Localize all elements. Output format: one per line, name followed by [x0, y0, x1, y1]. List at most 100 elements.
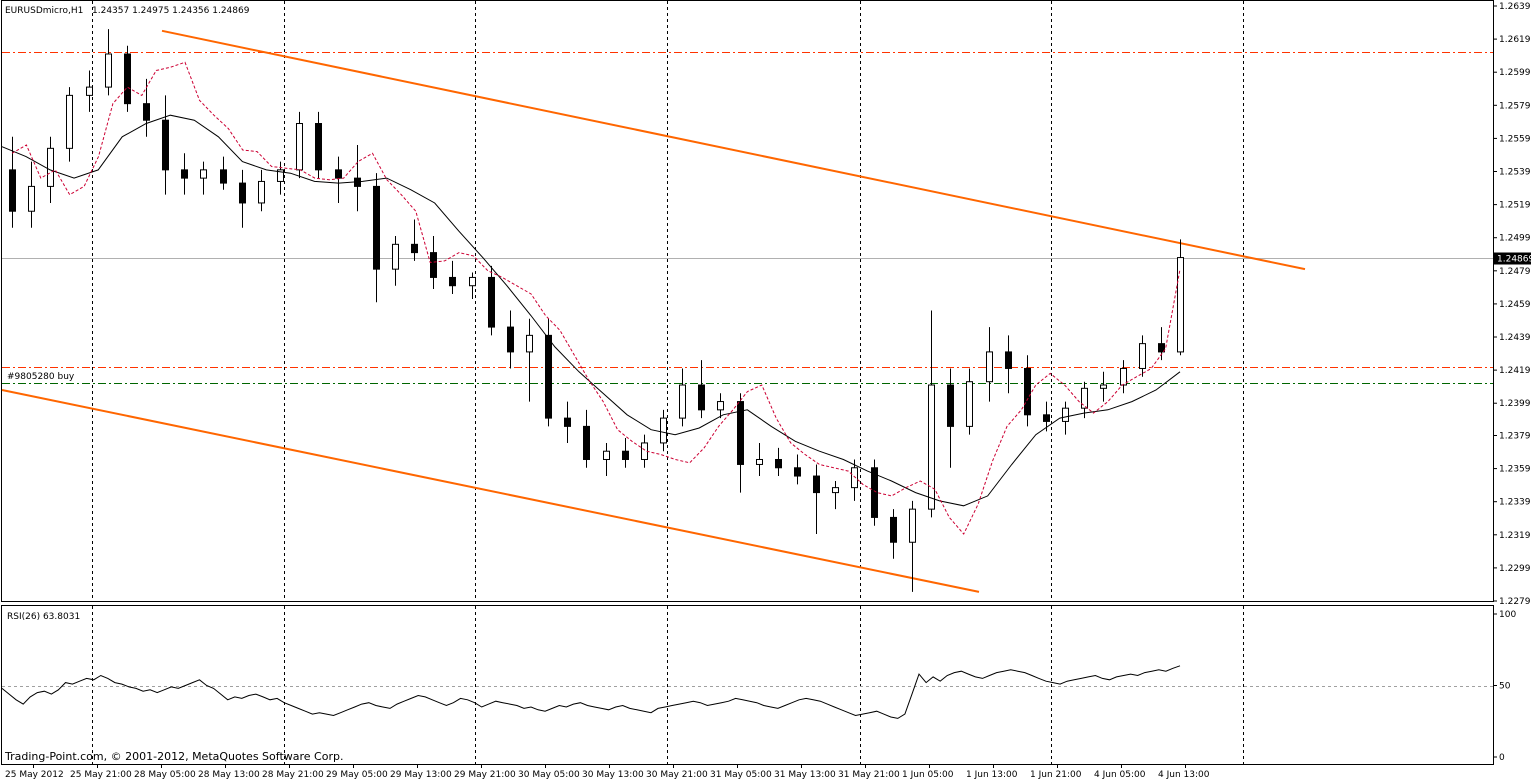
candle-body-bear [373, 185, 380, 270]
candle [488, 265, 495, 336]
candle [775, 447, 782, 477]
price-tick-label: 1.23195 [1499, 531, 1531, 541]
candle-body-bull [679, 384, 686, 419]
candle-body-bear [220, 169, 227, 184]
order-line-label: #9805280 buy [7, 372, 75, 382]
candle [1081, 381, 1088, 419]
candle [583, 409, 590, 468]
candle [909, 500, 916, 592]
horizontal-levels: 1.24869 [2, 52, 1531, 384]
candle-body-bear [947, 384, 954, 427]
candle-body-bull [1081, 387, 1088, 409]
candle-body-bear [1024, 367, 1031, 416]
candle-body-bull [1139, 343, 1146, 369]
candlesticks [9, 29, 1184, 592]
candle [966, 368, 973, 435]
candle-body-bear [430, 252, 437, 278]
candle-body-bear [622, 450, 629, 460]
candle [698, 360, 705, 419]
candle [526, 318, 533, 402]
candle-body-bull [105, 53, 112, 88]
time-tick-label: 28 May 21:00 [262, 770, 324, 780]
candle [1158, 327, 1165, 361]
candle-body-bear [488, 276, 495, 328]
candle [564, 401, 571, 443]
candle [105, 29, 112, 96]
candle [947, 368, 954, 468]
candle [1024, 355, 1031, 427]
price-tick-label: 1.22995 [1499, 564, 1531, 574]
candle-body-bear [1158, 343, 1165, 353]
channel-lower-line [1, 388, 980, 593]
rsi-panel-frame [1, 605, 1494, 765]
moving-averages [1, 61, 1181, 535]
candle-body-bull [28, 185, 35, 212]
time-tick-label: 28 May 13:00 [198, 770, 260, 780]
candle [124, 45, 131, 112]
candle [162, 95, 169, 195]
candle [679, 368, 686, 427]
candle-body-bear [871, 467, 878, 518]
time-tick-label: 1 Jun 05:00 [902, 770, 954, 780]
candle [756, 442, 763, 477]
candle [1177, 239, 1184, 356]
candle-body-bull [469, 276, 476, 287]
candle [449, 260, 456, 294]
candle-body-bull [641, 442, 648, 460]
candle [1120, 360, 1127, 394]
time-tick-label: 29 May 21:00 [454, 770, 516, 780]
candle-body-bear [564, 417, 571, 427]
candle [832, 481, 839, 510]
time-axis: 25 May 2012 25 May 21:00 28 May 05:00 28 Ma… [5, 765, 1210, 780]
candle [200, 161, 207, 195]
candle-body-bull [1062, 407, 1069, 422]
time-tick-label: 25 May 2012 [5, 770, 64, 780]
time-tick-label: 29 May 13:00 [390, 770, 452, 780]
candle [813, 464, 820, 534]
candle [660, 409, 667, 452]
candle [430, 236, 437, 290]
candle [986, 327, 993, 402]
rsi-title: RSI(26) 63.8031 [7, 612, 80, 622]
time-tick-label: 4 Jun 05:00 [1094, 770, 1146, 780]
price-tick-label: 1.25790 [1499, 101, 1531, 111]
candle-body-bear [1005, 351, 1012, 369]
time-tick-label: 4 Jun 13:00 [1158, 770, 1210, 780]
price-tick-label: 1.25590 [1499, 134, 1531, 144]
ohlc-label: 1.24357 1.24975 1.24356 1.24869 [92, 6, 250, 16]
price-tick-label: 1.24590 [1499, 300, 1531, 310]
candle-body-bull [909, 508, 916, 543]
candle [507, 310, 514, 369]
candle [373, 173, 380, 303]
price-tick-label: 1.25190 [1499, 201, 1531, 211]
candle-body-bear [449, 276, 456, 287]
price-axis: 1.26390 1.26190 1.25990 1.25790 1.25590 1.253… [1493, 2, 1531, 607]
candle [794, 454, 801, 485]
candle-body-bull [986, 351, 993, 383]
candle [28, 161, 35, 228]
price-tick-label: 1.23795 [1499, 431, 1531, 441]
candle-body-bear [124, 53, 131, 105]
candle [392, 236, 399, 286]
candle-body-bull [526, 334, 533, 353]
candle-body-bear [737, 401, 744, 465]
time-tick-label: 28 May 05:00 [134, 770, 196, 780]
candle [1100, 371, 1107, 402]
candle-body-bull [1100, 384, 1107, 389]
candle [928, 310, 935, 518]
candle-body-bear [162, 119, 169, 171]
candle-body-bull [277, 169, 284, 182]
price-tick-label: 1.23395 [1499, 498, 1531, 508]
candle-body-bull [200, 169, 207, 179]
candle [296, 111, 303, 179]
candle-body-bull [47, 147, 54, 187]
copyright-footer: Trading-Point.com, © 2001-2012, MetaQuot… [4, 750, 343, 763]
candle-body-bear [411, 243, 418, 254]
price-tick-label: 1.24990 [1499, 234, 1531, 244]
time-tick-label: 30 May 21:00 [646, 770, 708, 780]
candle-body-bear [239, 182, 246, 204]
candle-body-bull [717, 401, 724, 411]
candle [545, 318, 552, 427]
current-price-label: 1.24869 [1497, 255, 1531, 265]
